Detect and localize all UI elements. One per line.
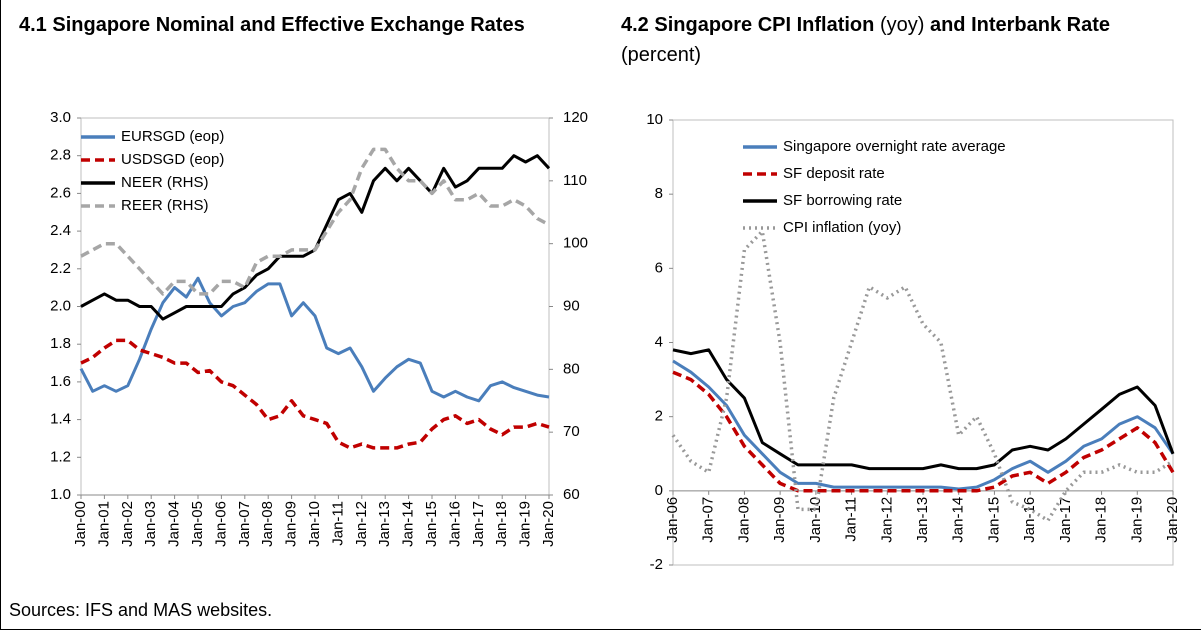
y2-tick-label: 100 [563,235,588,252]
x-tick-label: Jan-15 [423,501,440,547]
y-tick-label: 1.0 [50,486,71,503]
x-tick-label: Jan-12 [878,497,895,543]
series-line [80,147,550,296]
chart-title: 4.2 Singapore CPI Inflation (yoy) and In… [621,10,1181,70]
y2-tick-label: 110 [563,172,587,189]
y-tick-label: 1.4 [50,411,71,428]
y2-tick-label: 70 [563,423,580,440]
x-tick-label: Jan-15 [985,497,1002,543]
chart-title: 4.1 Singapore Nominal and Effective Exch… [19,10,579,40]
x-tick-label: Jan-16 [1021,497,1038,543]
y2-tick-label: 90 [563,297,580,314]
x-tick-label: Jan-20 [540,501,557,547]
x-tick-label: Jan-05 [189,501,206,547]
x-tick-label: Jan-07 [236,501,253,547]
x-tick-label: Jan-20 [1164,497,1181,543]
y-tick-label: 2.0 [50,297,71,314]
y-tick-label: 0 [655,482,663,499]
series-line [672,348,1175,471]
title-part: 4.1 Singapore Nominal and Effective Exch… [19,14,525,36]
x-tick-label: Jan-02 [119,501,136,547]
y-tick-label: 4 [655,333,663,350]
series-line [80,338,550,450]
x-tick-label: Jan-11 [329,501,346,546]
sources: Sources: IFS and MAS websites. [9,600,273,620]
y-tick-label: 1.6 [50,373,71,390]
y-tick-label: 2.2 [50,260,71,277]
series-line [672,370,1175,493]
legend-label: CPI inflation (yoy) [783,219,901,236]
y-tick-label: 2 [655,408,663,425]
x-tick-label: Jan-19 [517,501,534,547]
y-tick-label: 3.0 [50,109,71,126]
x-tick-label: Jan-01 [95,501,112,547]
x-tick-label: Jan-13 [914,497,931,543]
x-tick-label: Jan-10 [807,497,824,543]
y2-tick-label: 120 [563,109,588,126]
x-tick-label: Jan-14 [400,501,417,547]
title-part: (percent) [621,44,702,66]
x-tick-label: Jan-06 [664,497,681,543]
legend-label: USDSGD (eop) [121,151,224,168]
x-tick-label: Jan-10 [306,501,323,547]
legend-label: EURSGD (eop) [121,128,224,145]
y-tick-label: 6 [655,259,663,276]
x-tick-label: Jan-12 [353,501,370,547]
title-part: (yoy) [879,14,925,36]
legend-label: Singapore overnight rate average [783,138,1006,155]
x-tick-label: Jan-08 [735,497,752,543]
x-tick-label: Jan-09 [771,497,788,543]
y-tick-label: 2.6 [50,184,71,201]
x-tick-label: Jan-17 [470,501,487,547]
y-tick-label: 1.2 [50,448,71,465]
y-tick-label: 1.8 [50,335,71,352]
series-line [671,229,1174,523]
title-part: and Interbank Rate [929,14,1110,36]
y2-tick-label: 60 [563,486,580,503]
legend-label: SF borrowing rate [783,192,902,209]
x-tick-label: Jan-09 [283,501,300,547]
x-tick-label: Jan-08 [259,501,276,547]
x-tick-label: Jan-14 [950,497,967,543]
series-line [79,276,550,403]
x-tick-label: Jan-18 [1093,497,1110,543]
legend-label: NEER (RHS) [121,174,209,191]
x-tick-label: Jan-11 [843,497,860,542]
x-tick-label: Jan-19 [1128,497,1145,543]
x-tick-label: Jan-03 [142,501,159,547]
x-tick-label: Jan-04 [166,501,183,547]
x-tick-label: Jan-16 [446,501,463,547]
y-tick-label: 10 [646,111,663,128]
x-tick-label: Jan-07 [700,497,717,543]
x-tick-label: Jan-06 [212,501,229,547]
x-tick-label: Jan-18 [493,501,510,547]
title-part: 4.2 Singapore CPI Inflation [621,14,875,36]
y-tick-label: 8 [655,185,663,202]
y2-tick-label: 80 [563,360,580,377]
y-tick-label: 2.4 [50,222,71,239]
x-tick-label: Jan-17 [1057,497,1074,543]
y-tick-label: -2 [650,556,663,573]
series-line [672,359,1175,491]
legend-label: REER (RHS) [121,197,209,214]
legend-label: SF deposit rate [783,165,885,182]
x-tick-label: Jan-00 [72,501,89,547]
x-tick-label: Jan-13 [376,501,393,547]
y-tick-label: 2.8 [50,147,71,164]
